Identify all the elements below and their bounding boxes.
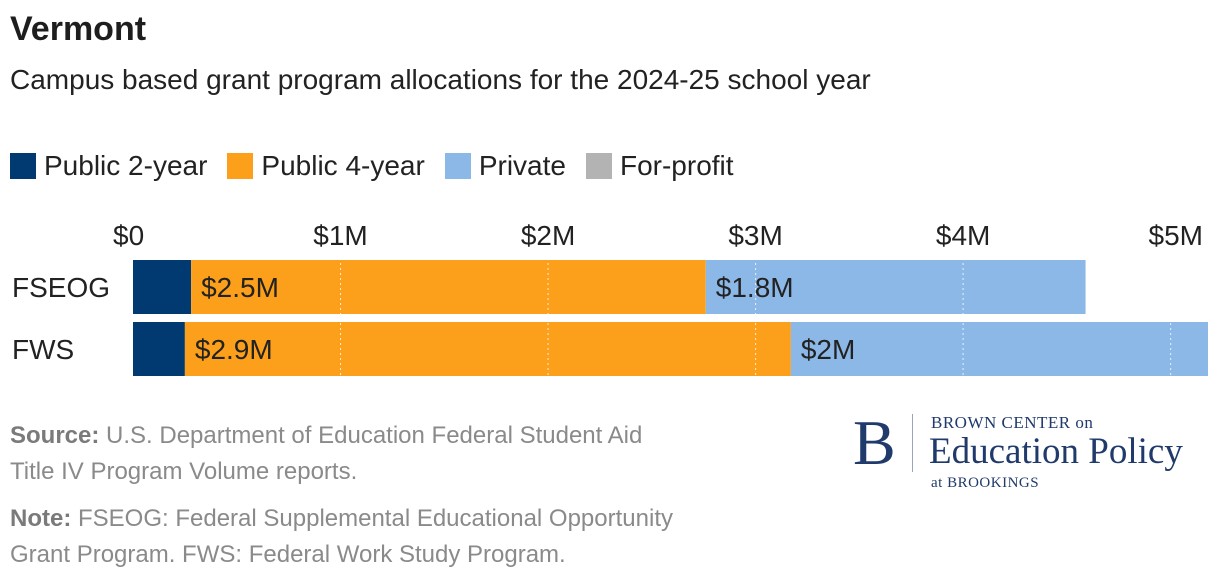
legend-item-private: Private <box>444 150 566 182</box>
x-tick-label: $3M <box>728 220 782 251</box>
legend-swatch <box>585 153 612 179</box>
legend-swatch <box>10 153 36 179</box>
bar-segment <box>133 260 192 314</box>
stacked-bar-chart: $0 $1M $2M $3M $4M $5M FSEOG $2.5M $1.8M FWS $2.9M… <box>12 220 1208 378</box>
legend-item-for-profit: For-profit <box>585 150 734 182</box>
x-tick-label: $5M <box>1149 220 1203 251</box>
bar-segment <box>184 322 791 376</box>
bar-segment <box>790 322 1208 376</box>
source-text-line2: Title IV Program Volume reports. <box>10 458 358 485</box>
data-label: $2M <box>801 334 855 365</box>
bar-segment <box>705 260 1086 314</box>
data-label: $2.5M <box>201 272 279 303</box>
note-text-line1: FSEOG: Federal Supplemental Educational … <box>78 505 673 532</box>
chart-subtitle: Campus based grant program allocations f… <box>10 64 871 95</box>
logo-divider <box>912 414 913 472</box>
x-tick-label: $2M <box>521 220 575 251</box>
legend-swatch <box>444 153 471 179</box>
source-label: Source: <box>10 422 100 449</box>
category-label: FSEOG <box>12 272 110 303</box>
legend-label: Public 2-year <box>44 150 208 181</box>
category-label: FWS <box>12 334 74 365</box>
legend-label: For-profit <box>619 150 734 181</box>
legend-label: Public 4-year <box>261 150 425 181</box>
legend-item-public-4-year: Public 4-year <box>227 150 425 182</box>
bar-segment <box>191 260 706 314</box>
note-text-line2: Grant Program. FWS: Federal Work Study P… <box>10 541 566 568</box>
source-note: Source: U.S. Department of Education Fed… <box>10 418 642 490</box>
note-label: Note: <box>10 505 72 532</box>
logo-line3: at BROOKINGS <box>931 475 1040 491</box>
x-tick-label: $1M <box>313 220 367 251</box>
data-label: $1.8M <box>716 272 794 303</box>
x-tick-label: $4M <box>936 220 990 251</box>
logo-line1: BROWN CENTER on <box>931 413 1094 432</box>
brown-center-logo: B BROWN CENTER on Education Policy at BR… <box>853 408 1215 500</box>
chart-title: Vermont <box>10 10 147 48</box>
footnote: Note: FSEOG: Federal Supplemental Educat… <box>10 501 673 573</box>
data-label: $2.9M <box>195 334 273 365</box>
legend-label: Private <box>478 150 566 181</box>
logo-line2: Education Policy <box>929 431 1183 472</box>
source-text-line1: U.S. Department of Education Federal Stu… <box>106 422 643 449</box>
legend-swatch <box>227 153 254 179</box>
bar-segment <box>133 322 185 376</box>
legend-item-public-2-year: Public 2-year <box>10 150 207 182</box>
logo-letter: B <box>853 407 896 478</box>
legend: Public 2-year Public 4-year Private For-… <box>10 150 754 182</box>
x-tick-label: $0 <box>113 220 144 251</box>
